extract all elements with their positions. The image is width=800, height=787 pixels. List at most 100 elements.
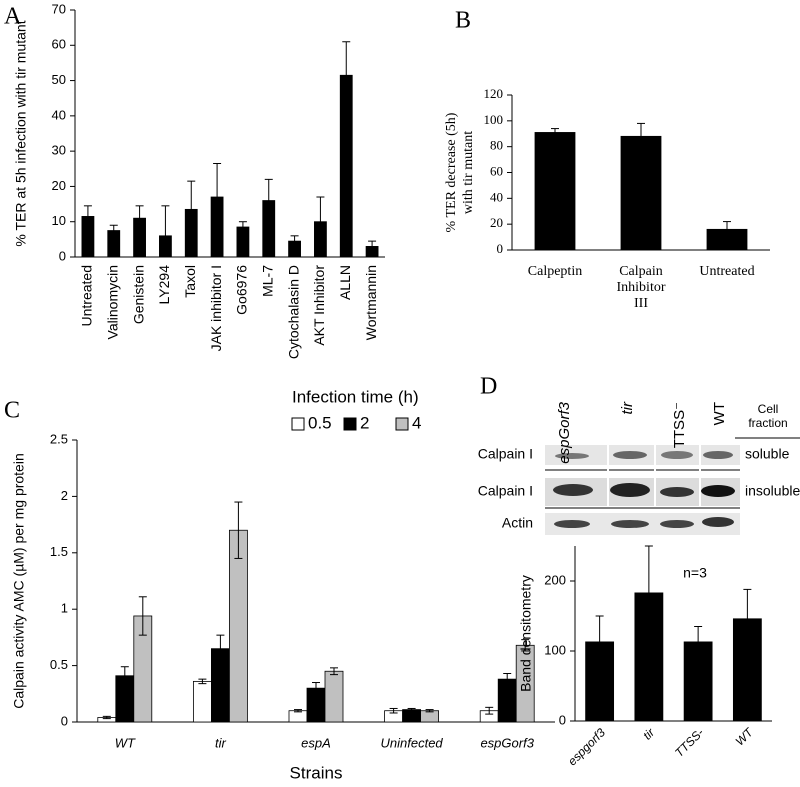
x-tick-label: Calpeptin [528, 264, 582, 279]
blot-header: fraction [748, 416, 787, 430]
lane-label: TTSS⁻ [671, 402, 688, 448]
y-tick-label: 100 [544, 642, 566, 657]
x-tick-label: espA [301, 735, 331, 750]
x-tick-line: Inhibitor [617, 280, 666, 295]
y-tick-label: 0 [61, 713, 68, 728]
y-tick-label: 1 [61, 601, 68, 616]
y-tick-label: 60 [52, 37, 66, 52]
error-bar [316, 196, 325, 222]
panel-label: D [480, 374, 497, 400]
x-tick-label: Taxol [182, 265, 198, 298]
x-tick-label: espgorf3 [565, 725, 608, 768]
y-tick-label: 10 [52, 213, 66, 228]
y-axis-label: % TER at 5h infection with tir mutant [13, 20, 29, 246]
legend-swatch [343, 417, 357, 431]
blot-row-label: Actin [502, 515, 533, 531]
bar [133, 217, 146, 258]
y-tick-label: 40 [490, 189, 503, 204]
bar [365, 246, 379, 258]
x-tick-label: LY294 [156, 265, 172, 305]
x-axis-label: Strains [290, 763, 343, 782]
x-tick-label: JAK inhibitor I [208, 265, 224, 351]
x-tick-label: tir [640, 725, 658, 743]
chart: 0 0.5 1 1.5 2 2.5 WT tir espA Uninfected espGorf3 C… [11, 387, 555, 782]
x-tick-label: Wortmannin [363, 265, 379, 340]
blot [545, 437, 800, 535]
y-tick-label: 20 [490, 215, 503, 230]
error-bar [83, 205, 92, 217]
panel-label: A [4, 4, 22, 30]
y-tick-label: 120 [484, 86, 504, 101]
blot-header: Cell [758, 402, 779, 416]
error-bar [743, 588, 752, 619]
bar [732, 618, 762, 722]
bar [262, 200, 276, 258]
x-tick-line: Calpain [619, 264, 663, 279]
error-bar [503, 672, 512, 686]
error-bar [109, 224, 118, 231]
bar [184, 208, 198, 258]
x-tick-line: Untreated [699, 264, 754, 279]
bar [228, 529, 248, 723]
error-bar [102, 715, 111, 720]
error-bar [637, 122, 645, 137]
y-tick-label: 60 [490, 163, 503, 178]
error-bar [330, 667, 338, 676]
error-bar [290, 235, 299, 242]
x-tick-label: WT [115, 735, 136, 750]
y-tick-label: 70 [52, 1, 66, 16]
x-tick-label: Valinomycin [104, 265, 120, 339]
panel-label: C [4, 398, 20, 424]
error-bar [595, 615, 604, 642]
x-tick-label: ML-7 [259, 265, 275, 297]
x-tick-label: tir [215, 735, 227, 750]
error-bar [551, 128, 559, 133]
bar [288, 240, 301, 258]
error-bar [234, 501, 243, 559]
x-tick-label: Go6976 [234, 265, 250, 315]
y-tick-label: 80 [490, 138, 503, 153]
bar [159, 235, 172, 258]
x-tick-label: AKT Inhibitor [311, 265, 327, 346]
error-bar [694, 626, 703, 642]
chart: 0 100 200 espgorf3 tir TTSS- WT Band densitomet… [518, 545, 772, 768]
y-axis-label: with tir mutant [461, 131, 476, 214]
bar [288, 710, 308, 723]
x-tick-label: Untreated [79, 265, 95, 326]
error-bar [187, 180, 196, 210]
x-tick-label: Uninfected [381, 735, 444, 750]
error-bar [120, 666, 129, 686]
y-tick-label: 2.5 [50, 431, 68, 446]
legend-title: Infection time (h) [292, 387, 419, 406]
error-bar [425, 709, 434, 713]
error-bar [485, 706, 494, 715]
blot-fraction: soluble [745, 446, 790, 462]
error-bar [723, 221, 731, 230]
error-bar [238, 221, 247, 228]
bar [534, 132, 576, 251]
y-tick-label: 30 [52, 143, 66, 158]
legend-swatch [291, 417, 305, 431]
y-tick-label: 40 [52, 107, 66, 122]
bar [339, 74, 353, 258]
y-tick-label: 0.5 [50, 657, 68, 672]
bar [683, 641, 713, 722]
blot-row-label: Calpain I [478, 446, 533, 462]
bar [585, 641, 615, 722]
y-axis-label: % TER decrease (5h) [444, 112, 459, 232]
bar [634, 592, 664, 722]
error-bar [264, 178, 273, 201]
bar [81, 216, 95, 258]
error-bar [138, 596, 147, 636]
x-tick-label: WT [733, 724, 757, 748]
x-tick-line: III [634, 296, 648, 311]
error-bar [644, 545, 653, 593]
x-tick-label: ALLN [337, 265, 353, 300]
error-bar [294, 709, 302, 713]
legend-label: 2 [360, 413, 369, 432]
x-tick-label: Calpain Inhibitor III [617, 264, 666, 311]
legend-swatch [395, 417, 409, 431]
y-tick-label: 100 [484, 112, 504, 127]
blot-row-label: Calpain I [478, 483, 533, 499]
